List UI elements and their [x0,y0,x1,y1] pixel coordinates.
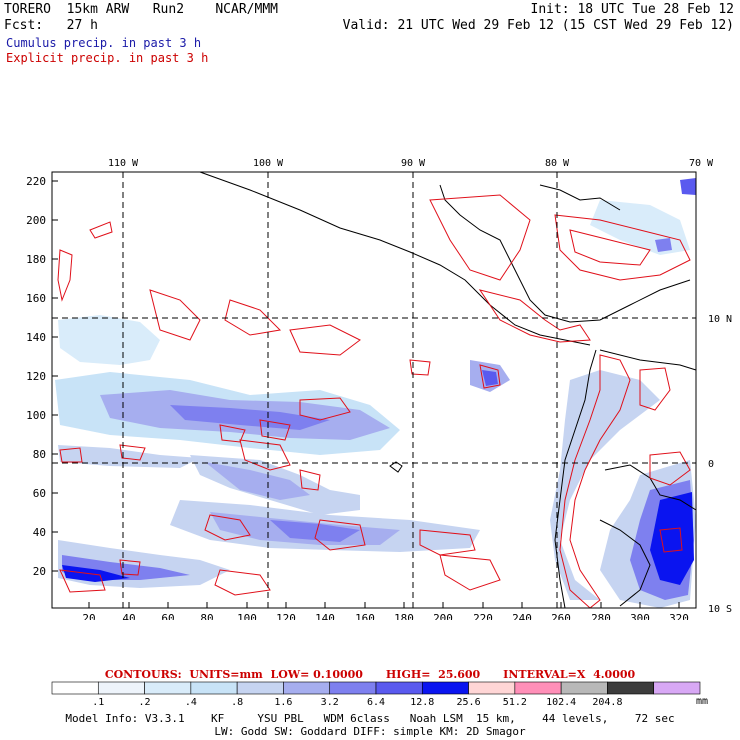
colorbar-threshold-label: 6.4 [366,697,386,708]
colorbar-threshold-label: .4 [184,697,197,708]
colorbar-swatch [468,681,516,695]
colorbar-swatch [375,681,423,695]
lat-label: 10 S [708,604,732,615]
colorbar-threshold-label: 12.8 [410,697,435,708]
lon-label: 70 W [689,158,714,169]
x-axis-ticks [88,602,680,608]
colorbar-threshold-label: 102.4 [546,697,577,708]
model-info-line2: LW: Godd SW: Goddard DIFF: simple KM: 2D… [214,725,526,738]
valid-time: Valid: 21 UTC Wed 29 Feb 12 (15 CST Wed … [342,18,734,33]
colorbar-swatch [236,681,284,695]
colorbar-swatch [329,681,377,695]
x-label: 100 [237,612,257,620]
y-label: 40 [33,526,46,539]
colorbar-swatch [144,681,192,695]
map-border [51,171,697,609]
y-label: 100 [26,409,46,422]
x-label: 140 [315,612,335,620]
cumulus-shading [55,178,696,608]
y-label: 60 [33,487,46,500]
cumulus-field-label: Cumulus precip. in past 3 h [6,36,202,50]
colorbar-swatch [560,681,608,695]
x-label: 260 [551,612,571,620]
y-label: 120 [26,370,46,383]
model-info-line1: Model Info: V3.3.1 KF YSU PBL WDM 6class… [65,712,675,725]
colorbar-swatch [51,681,99,695]
explicit-precip-contours [57,194,691,609]
colorbar-swatches [51,681,701,695]
forecast-hour: Fcst: 27 h [4,18,98,33]
model-title: TORERO 15km ARW Run2 NCAR/MMM [4,2,278,17]
y-label: 220 [26,175,46,188]
colorbar-threshold-label: 51.2 [502,697,527,708]
colorbar-swatch [607,681,655,695]
y-label: 160 [26,292,46,305]
colorbar-threshold-label: .1 [92,697,105,708]
coastlines [199,171,697,609]
colorbar-threshold-label: .2 [138,697,151,708]
y-label: 180 [26,253,46,266]
x-label: 280 [591,612,611,620]
x-axis-labels: 20 40 60 80 100 120 140 160 180 200 220 … [82,612,689,620]
x-label: 40 [122,612,135,620]
x-label: 200 [433,612,453,620]
lon-label: 80 W [545,158,570,169]
lat-label: 10 N [708,314,732,325]
latitude-labels: 10 N 0 10 S [708,314,732,615]
x-label: 60 [161,612,174,620]
y-axis-labels: 220 200 180 160 140 120 100 80 60 40 20 [26,175,46,578]
x-label: 220 [473,612,493,620]
x-label: 20 [82,612,95,620]
y-label: 80 [33,448,46,461]
x-label: 180 [394,612,414,620]
colorbar-swatch [514,681,562,695]
colorbar-swatch [283,681,331,695]
colorbar-threshold-label: 25.6 [456,697,481,708]
y-label: 140 [26,331,46,344]
explicit-field-label: Explicit precip. in past 3 h [6,51,209,65]
lat-label: 0 [708,459,714,470]
colorbar-threshold-label: .8 [231,697,244,708]
colorbar-swatch [653,681,701,695]
x-label: 300 [630,612,650,620]
colorbar-threshold-label: 204.8 [592,697,623,708]
lon-label: 110 W [108,158,139,169]
init-time: Init: 18 UTC Tue 28 Feb 12 [530,2,735,17]
x-label: 80 [200,612,213,620]
y-label: 20 [33,565,46,578]
lon-label: 100 W [253,158,284,169]
x-label: 240 [512,612,532,620]
lon-label: 90 W [401,158,426,169]
y-label: 200 [26,214,46,227]
colorbar-threshold-label: 3.2 [320,697,339,708]
colorbar-swatch [421,681,469,695]
contour-info: CONTOURS: UNITS=mm LOW= 0.10000 HIGH= 25… [104,668,636,681]
colorbar-threshold-label: 1.6 [274,697,293,708]
colorbar-swatch [97,681,145,695]
colorbar-swatch [190,681,238,695]
y-axis-ticks [52,180,58,572]
colorbar-unit: mm [696,696,709,707]
precipitation-map: 220 200 180 160 140 120 100 80 60 40 20 … [26,158,732,620]
lat-lon-grid [52,172,696,608]
x-label: 160 [355,612,375,620]
colorbar [51,681,701,695]
longitude-labels: 110 W 100 W 90 W 80 W 70 W [108,158,714,169]
x-label: 120 [276,612,296,620]
x-label: 320 [669,612,689,620]
